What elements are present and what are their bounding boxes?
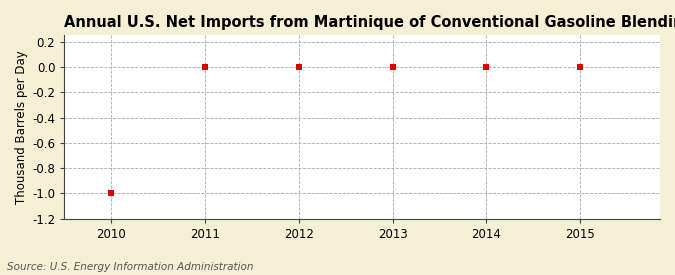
Text: Source: U.S. Energy Information Administration: Source: U.S. Energy Information Administ… [7,262,253,272]
Y-axis label: Thousand Barrels per Day: Thousand Barrels per Day [15,50,28,204]
Text: Annual U.S. Net Imports from Martinique of Conventional Gasoline Blending Compon: Annual U.S. Net Imports from Martinique … [64,15,675,30]
